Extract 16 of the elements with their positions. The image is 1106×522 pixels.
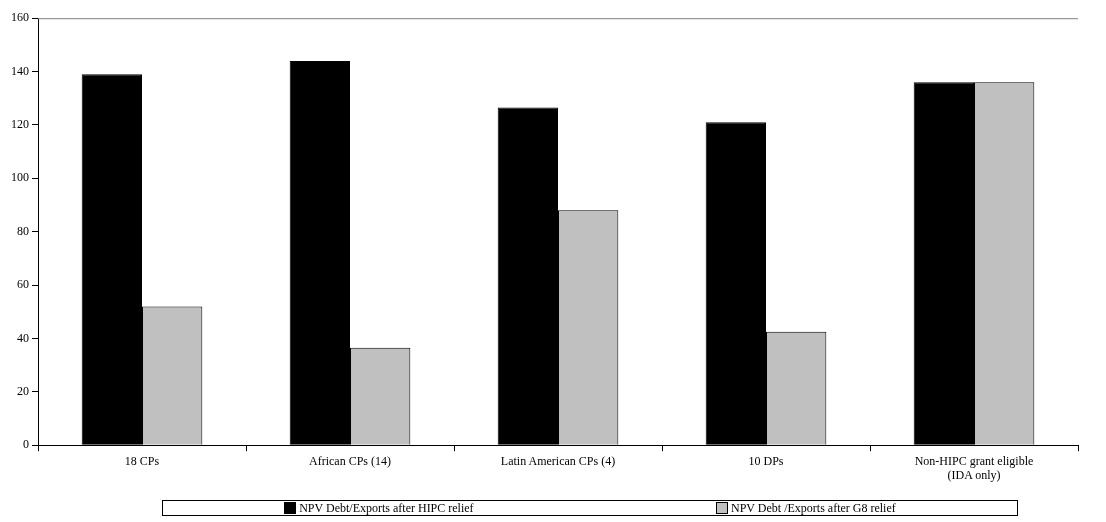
y-tick-label: 60	[17, 277, 29, 292]
x-tick-label: Latin American CPs (4)	[500, 453, 616, 468]
legend-label: NPV Debt /Exports after G8 relief	[731, 500, 896, 516]
y-tick-label: 160	[11, 10, 29, 25]
y-tick-label: 0	[23, 437, 29, 452]
y-tick-label: 20	[17, 383, 29, 398]
legend-label: NPV Debt/Exports after HIPC relief	[299, 500, 474, 516]
y-tick-label: 40	[17, 330, 29, 345]
x-tick-label: Non-HIPC grant eligible (IDA only)	[914, 453, 1034, 482]
x-tick-label: 18 CPs	[124, 453, 160, 468]
y-tick-label: 100	[11, 170, 29, 185]
x-tick-label: African CPs (14)	[309, 453, 391, 468]
y-tick-label: 140	[11, 63, 29, 78]
y-tick-label: 120	[11, 117, 29, 132]
y-tick-label: 80	[17, 223, 29, 238]
x-tick-label: 10 DPs	[748, 453, 784, 468]
